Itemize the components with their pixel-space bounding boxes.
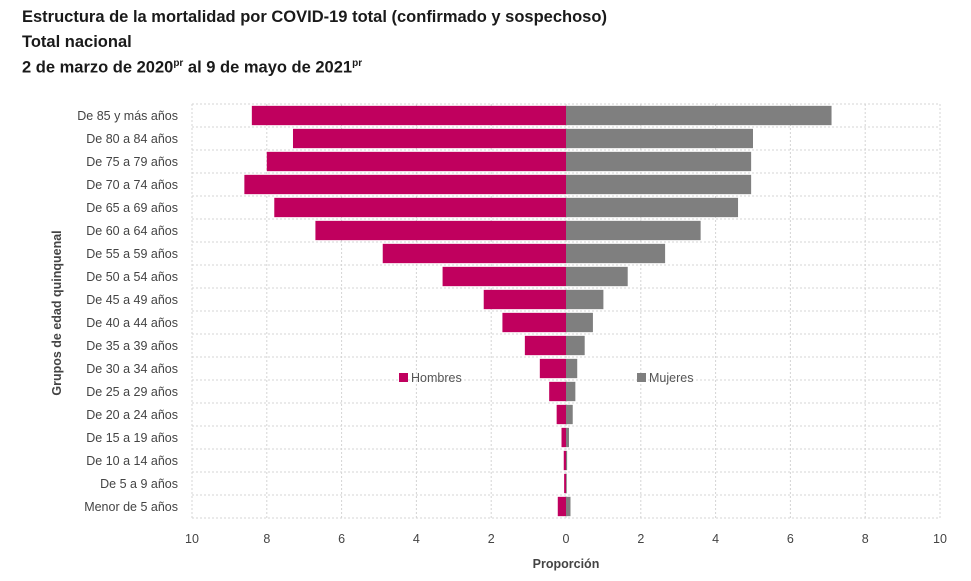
- bar-mujeres-11: [566, 358, 578, 379]
- bar-mujeres-13: [566, 404, 573, 425]
- category-label-15: De 10 a 14 años: [86, 454, 178, 468]
- bar-hombres-16: [564, 473, 566, 494]
- x-tick-label-9: 8: [862, 532, 869, 546]
- bar-hombres-3: [244, 174, 567, 195]
- bar-hombres-8: [483, 289, 566, 310]
- bar-mujeres-5: [566, 220, 701, 241]
- x-tick-label-1: 8: [263, 532, 270, 546]
- category-label-8: De 45 a 49 años: [86, 293, 178, 307]
- bar-mujeres-14: [566, 427, 569, 448]
- bar-mujeres-9: [566, 312, 593, 333]
- x-tick-label-7: 4: [712, 532, 719, 546]
- bar-hombres-4: [274, 197, 566, 218]
- bar-mujeres-16: [566, 473, 567, 494]
- category-label-5: De 60 a 64 años: [86, 224, 178, 238]
- category-label-17: Menor de 5 años: [84, 500, 178, 514]
- x-tick-label-0: 10: [185, 532, 199, 546]
- bar-hombres-17: [557, 496, 566, 517]
- legend-label-hombres: Hombres: [411, 371, 462, 385]
- x-tick-label-6: 2: [637, 532, 644, 546]
- x-axis-title: Proporción: [533, 557, 600, 571]
- legend: Hombres Mujeres: [399, 371, 693, 385]
- x-tick-label-8: 6: [787, 532, 794, 546]
- bar-hombres-10: [524, 335, 566, 356]
- x-tick-label-4: 2: [488, 532, 495, 546]
- x-tick-label-3: 4: [413, 532, 420, 546]
- bar-mujeres-3: [566, 174, 752, 195]
- bar-hombres-13: [556, 404, 566, 425]
- category-label-0: De 85 y más años: [77, 109, 178, 123]
- bar-mujeres-7: [566, 266, 628, 287]
- chart-title: Estructura de la mortalidad por COVID-19…: [22, 8, 607, 26]
- bars-layer: [244, 105, 832, 517]
- preliminary-mark-1: pr: [173, 58, 184, 69]
- chart-subtitle: Total nacional: [22, 33, 132, 51]
- bar-mujeres-0: [566, 105, 832, 126]
- bar-hombres-2: [266, 151, 566, 172]
- legend-swatch-hombres: [399, 373, 408, 382]
- category-label-1: De 80 a 84 años: [86, 132, 178, 146]
- bar-mujeres-15: [566, 450, 568, 471]
- category-label-16: De 5 a 9 años: [100, 477, 178, 491]
- y-axis-title: Grupos de edad quinquenal: [50, 230, 64, 395]
- category-label-4: De 65 a 69 años: [86, 201, 178, 215]
- legend-swatch-mujeres: [637, 373, 646, 382]
- bar-hombres-0: [251, 105, 566, 126]
- bar-hombres-6: [382, 243, 566, 264]
- category-label-10: De 35 a 39 años: [86, 339, 178, 353]
- x-tick-label-5: 0: [563, 532, 570, 546]
- date-range-start: 2 de marzo de 2020: [22, 58, 174, 77]
- bar-mujeres-6: [566, 243, 666, 264]
- bar-hombres-15: [563, 450, 566, 471]
- legend-label-mujeres: Mujeres: [649, 371, 693, 385]
- category-label-12: De 25 a 29 años: [86, 385, 178, 399]
- category-label-11: De 30 a 34 años: [86, 362, 178, 376]
- bar-hombres-11: [539, 358, 566, 379]
- category-label-14: De 15 a 19 años: [86, 431, 178, 445]
- category-label-9: De 40 a 44 años: [86, 316, 178, 330]
- grid-layer: [191, 103, 941, 519]
- date-range-end: al 9 de mayo de 2021: [183, 58, 353, 77]
- x-tick-label-2: 6: [338, 532, 345, 546]
- category-label-3: De 70 a 74 años: [86, 178, 178, 192]
- preliminary-mark-2: pr: [352, 58, 363, 69]
- category-labels: De 85 y más años De 80 a 84 años De 75 a 7…: [77, 109, 178, 514]
- bar-hombres-7: [442, 266, 566, 287]
- bar-hombres-5: [315, 220, 566, 241]
- bar-mujeres-2: [566, 151, 752, 172]
- bar-mujeres-17: [566, 496, 571, 517]
- category-label-2: De 75 a 79 años: [86, 155, 178, 169]
- category-label-13: De 20 a 24 años: [86, 408, 178, 422]
- bar-hombres-9: [502, 312, 566, 333]
- bar-mujeres-8: [566, 289, 604, 310]
- bar-mujeres-1: [566, 128, 753, 149]
- bar-mujeres-10: [566, 335, 585, 356]
- bar-hombres-12: [549, 381, 566, 402]
- x-tick-labels: 10 8 6 4 2 0 2 4 6 8 10: [185, 532, 947, 546]
- bar-hombres-1: [292, 128, 566, 149]
- chart-date-range: 2 de marzo de 2020pr al 9 de mayo de 202…: [22, 58, 362, 78]
- bar-mujeres-12: [566, 381, 576, 402]
- bar-mujeres-4: [566, 197, 739, 218]
- category-label-6: De 55 a 59 años: [86, 247, 178, 261]
- bar-hombres-14: [561, 427, 566, 448]
- category-label-7: De 50 a 54 años: [86, 270, 178, 284]
- x-tick-label-10: 10: [933, 532, 947, 546]
